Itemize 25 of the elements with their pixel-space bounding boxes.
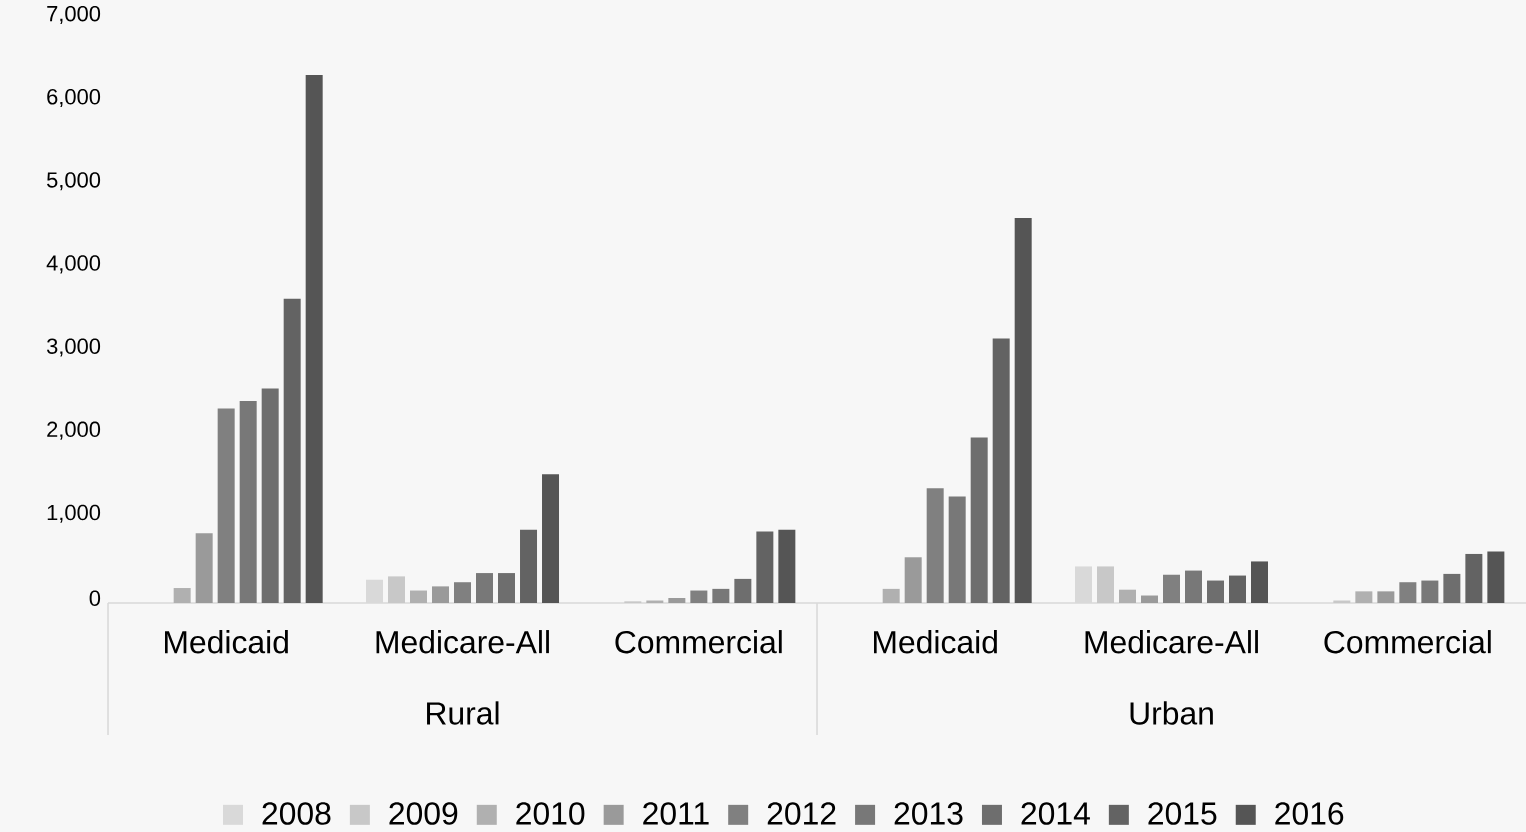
text: Urban [1130,701,1213,725]
y-tick-label: 6,000 [47,89,101,108]
x-tick-label: Medicare-All [1085,630,1258,654]
legend-label: 2016 [1275,802,1344,825]
legend-label: 2010 [516,802,585,825]
y-tick-label: 1,000 [47,504,101,523]
x-tick-label: Commercial [615,630,782,654]
legend-label: 2013 [894,802,963,825]
x-tick-label: Medicaid [874,630,997,654]
legend-label: 2011 [643,802,709,825]
x-tick-label: Medicaid [165,630,288,654]
legend-label: 2015 [1148,802,1217,825]
y-tick-label: 4,000 [46,255,101,274]
y-tick-label: 2,000 [47,421,101,440]
legend-label: 2012 [767,802,836,825]
legend-label: 2008 [262,802,331,825]
y-tick-label: 3,000 [46,338,101,357]
y-tick-label: 7,000 [47,5,101,24]
y-tick-label: 0 [89,590,101,606]
y-tick-label: 5,000 [47,172,101,191]
x-tick-label: Medicare-All [376,630,549,654]
legend-label: 2009 [389,802,458,825]
text: Rural [427,701,499,725]
legend-label: 2014 [1021,802,1090,825]
x-tick-label: Commercial [1324,630,1491,654]
